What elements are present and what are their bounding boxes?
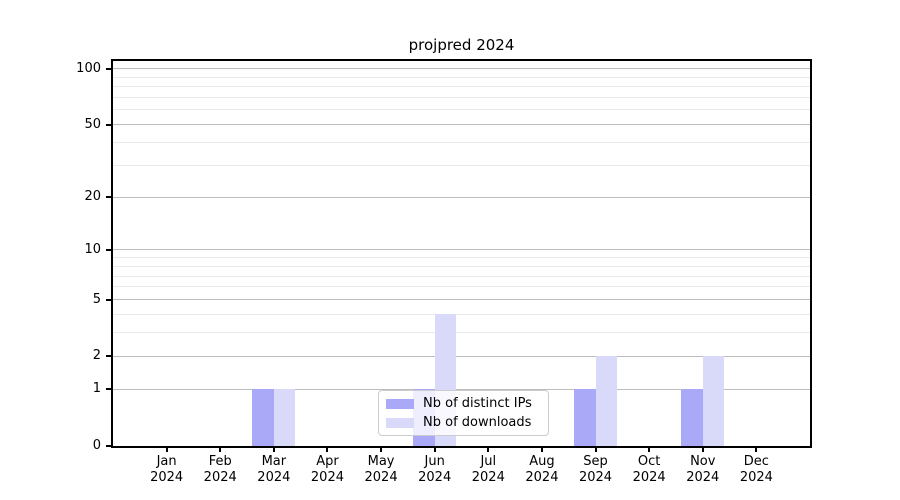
- major-gridline: [113, 196, 810, 198]
- bar-nov-distinct-ips: [681, 389, 703, 446]
- minor-gridline: [113, 86, 810, 88]
- minor-gridline: [113, 313, 810, 315]
- x-tick-mark: [380, 446, 383, 452]
- minor-gridline: [113, 141, 810, 143]
- major-gridline: [113, 124, 810, 126]
- bar-nov-downloads: [702, 356, 725, 446]
- y-tick-mark: [106, 123, 112, 126]
- x-tick-mark: [165, 446, 168, 452]
- major-gridline: [113, 388, 810, 390]
- major-gridline: [113, 68, 810, 70]
- x-tick-label-oct: Oct 2024: [632, 454, 666, 485]
- bar-sep-downloads: [595, 356, 618, 446]
- bar-sep-distinct-ips: [574, 389, 596, 446]
- y-tick-mark: [106, 67, 112, 70]
- y-tick-mark: [106, 248, 112, 251]
- x-tick-mark: [219, 446, 222, 452]
- minor-gridline: [113, 275, 810, 277]
- x-tick-label-nov: Nov 2024: [686, 454, 720, 485]
- x-tick-label-sep: Sep 2024: [578, 454, 613, 485]
- major-gridline: [113, 249, 810, 251]
- major-gridline: [113, 355, 810, 357]
- chart-title: projpred 2024: [408, 36, 515, 54]
- y-tick-label: 2: [92, 348, 101, 364]
- minor-gridline: [113, 97, 810, 99]
- minor-gridline: [113, 332, 810, 334]
- x-tick-label-apr: Apr 2024: [310, 454, 344, 485]
- major-gridline: [113, 299, 810, 301]
- x-tick-mark: [594, 446, 597, 452]
- y-tick-label: 20: [84, 189, 101, 205]
- legend-item-downloads: Nb of downloads: [386, 415, 540, 430]
- x-tick-mark: [326, 446, 329, 452]
- x-tick-label-jul: Jul 2024: [471, 454, 505, 485]
- minor-gridline: [113, 164, 810, 166]
- y-tick-label: 0: [92, 438, 101, 453]
- legend-swatch-distinct-ips-icon: [386, 398, 414, 409]
- y-tick-label: 1: [92, 381, 101, 397]
- minor-gridline: [113, 265, 810, 267]
- legend-item-distinct-ips: Nb of distinct IPs: [386, 396, 540, 411]
- y-tick-label: 50: [84, 116, 101, 132]
- x-tick-mark: [648, 446, 651, 452]
- y-tick-label: 100: [76, 60, 101, 76]
- legend-label-distinct-ips: Nb of distinct IPs: [423, 396, 532, 411]
- y-tick-mark: [106, 196, 112, 199]
- x-tick-mark: [433, 446, 436, 452]
- minor-gridline: [113, 109, 810, 111]
- x-tick-label-jun: Jun 2024: [418, 454, 452, 485]
- y-tick-mark: [106, 388, 112, 391]
- bar-mar-distinct-ips: [252, 389, 274, 446]
- x-tick-mark: [540, 446, 543, 452]
- y-tick-mark: [106, 298, 112, 301]
- x-tick-label-jan: Jan 2024: [150, 454, 184, 485]
- x-tick-label-may: May 2024: [364, 454, 398, 485]
- minor-gridline: [113, 286, 810, 288]
- x-tick-label-feb: Feb 2024: [203, 454, 237, 485]
- y-tick-label: 5: [92, 291, 101, 307]
- x-tick-mark: [701, 446, 704, 452]
- y-tick-mark: [106, 445, 112, 447]
- plot-area: [113, 61, 810, 446]
- x-tick-mark: [487, 446, 490, 452]
- x-tick-mark: [272, 446, 275, 452]
- bar-mar-downloads: [273, 389, 296, 446]
- y-tick-mark: [106, 355, 112, 358]
- x-tick-mark: [755, 446, 758, 452]
- x-tick-label-dec: Dec 2024: [739, 454, 773, 485]
- legend-swatch-downloads-icon: [386, 417, 414, 428]
- minor-gridline: [113, 76, 810, 78]
- legend: Nb of distinct IPs Nb of downloads: [378, 390, 549, 436]
- x-tick-label-mar: Mar 2024: [257, 454, 291, 485]
- x-tick-label-aug: Aug 2024: [525, 454, 559, 485]
- y-tick-label: 10: [84, 241, 101, 257]
- legend-label-downloads: Nb of downloads: [423, 415, 532, 430]
- minor-gridline: [113, 257, 810, 259]
